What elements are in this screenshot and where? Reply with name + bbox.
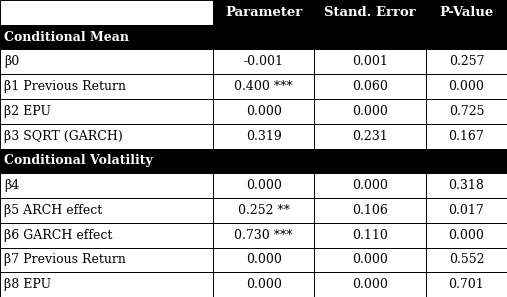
Text: β5 ARCH effect: β5 ARCH effect	[4, 204, 102, 217]
Bar	[314, 173, 426, 198]
Bar	[0, 25, 213, 50]
Text: 0.231: 0.231	[352, 129, 388, 143]
Bar	[213, 148, 314, 173]
Bar	[314, 0, 426, 25]
Bar	[314, 25, 426, 50]
Bar	[426, 99, 507, 124]
Bar	[0, 124, 213, 148]
Text: β6 GARCH effect: β6 GARCH effect	[4, 229, 113, 242]
Text: 0.725: 0.725	[449, 105, 484, 118]
Text: 0.252 **: 0.252 **	[238, 204, 289, 217]
Text: 0.060: 0.060	[352, 80, 388, 93]
Text: 0.000: 0.000	[449, 229, 484, 242]
Bar	[0, 247, 213, 272]
Bar	[0, 74, 213, 99]
Bar	[213, 74, 314, 99]
Text: 0.106: 0.106	[352, 204, 388, 217]
Bar	[0, 0, 213, 25]
Text: 0.000: 0.000	[352, 179, 388, 192]
Text: β4: β4	[4, 179, 19, 192]
Bar	[213, 198, 314, 223]
Bar	[426, 124, 507, 148]
Text: 0.000: 0.000	[449, 80, 484, 93]
Text: β0: β0	[4, 55, 19, 68]
Bar	[314, 272, 426, 297]
Text: 0.701: 0.701	[449, 278, 484, 291]
Bar	[213, 0, 314, 25]
Bar	[314, 124, 426, 148]
Text: 0.000: 0.000	[352, 105, 388, 118]
Text: Conditional Mean: Conditional Mean	[4, 31, 129, 44]
Bar	[0, 50, 213, 74]
Text: 0.000: 0.000	[246, 253, 281, 266]
Bar	[314, 50, 426, 74]
Text: β8 EPU: β8 EPU	[4, 278, 51, 291]
Text: 0.001: 0.001	[352, 55, 388, 68]
Text: 0.017: 0.017	[449, 204, 484, 217]
Text: 0.000: 0.000	[352, 278, 388, 291]
Bar	[0, 272, 213, 297]
Bar	[0, 148, 213, 173]
Bar	[426, 272, 507, 297]
Bar	[213, 25, 314, 50]
Bar	[426, 223, 507, 247]
Text: 0.000: 0.000	[246, 105, 281, 118]
Text: β1 Previous Return: β1 Previous Return	[4, 80, 126, 93]
Text: Conditional Volatility: Conditional Volatility	[4, 154, 153, 168]
Text: 0.167: 0.167	[449, 129, 484, 143]
Bar	[0, 173, 213, 198]
Text: β3 SQRT (GARCH): β3 SQRT (GARCH)	[4, 129, 123, 143]
Text: 0.552: 0.552	[449, 253, 484, 266]
Bar	[314, 223, 426, 247]
Text: 0.000: 0.000	[352, 253, 388, 266]
Bar	[314, 198, 426, 223]
Bar	[213, 272, 314, 297]
Bar	[426, 50, 507, 74]
Text: β7 Previous Return: β7 Previous Return	[4, 253, 126, 266]
Text: P-Value: P-Value	[439, 6, 494, 19]
Bar	[213, 247, 314, 272]
Bar	[0, 99, 213, 124]
Bar	[213, 50, 314, 74]
Bar	[213, 99, 314, 124]
Text: 0.400 ***: 0.400 ***	[234, 80, 293, 93]
Text: 0.110: 0.110	[352, 229, 388, 242]
Text: 0.319: 0.319	[246, 129, 281, 143]
Text: 0.730 ***: 0.730 ***	[234, 229, 293, 242]
Bar	[426, 247, 507, 272]
Bar	[213, 124, 314, 148]
Text: 0.318: 0.318	[449, 179, 484, 192]
Text: 0.257: 0.257	[449, 55, 484, 68]
Bar	[0, 198, 213, 223]
Text: -0.001: -0.001	[244, 55, 283, 68]
Bar	[0, 223, 213, 247]
Bar	[426, 173, 507, 198]
Bar	[213, 173, 314, 198]
Text: β2 EPU: β2 EPU	[4, 105, 51, 118]
Bar	[314, 247, 426, 272]
Bar	[426, 0, 507, 25]
Bar	[426, 74, 507, 99]
Text: 0.000: 0.000	[246, 278, 281, 291]
Bar	[314, 99, 426, 124]
Bar	[426, 198, 507, 223]
Bar	[213, 223, 314, 247]
Bar	[426, 148, 507, 173]
Text: Parameter: Parameter	[225, 6, 302, 19]
Text: Stand. Error: Stand. Error	[324, 6, 416, 19]
Bar	[314, 148, 426, 173]
Bar	[426, 25, 507, 50]
Bar	[314, 74, 426, 99]
Text: 0.000: 0.000	[246, 179, 281, 192]
